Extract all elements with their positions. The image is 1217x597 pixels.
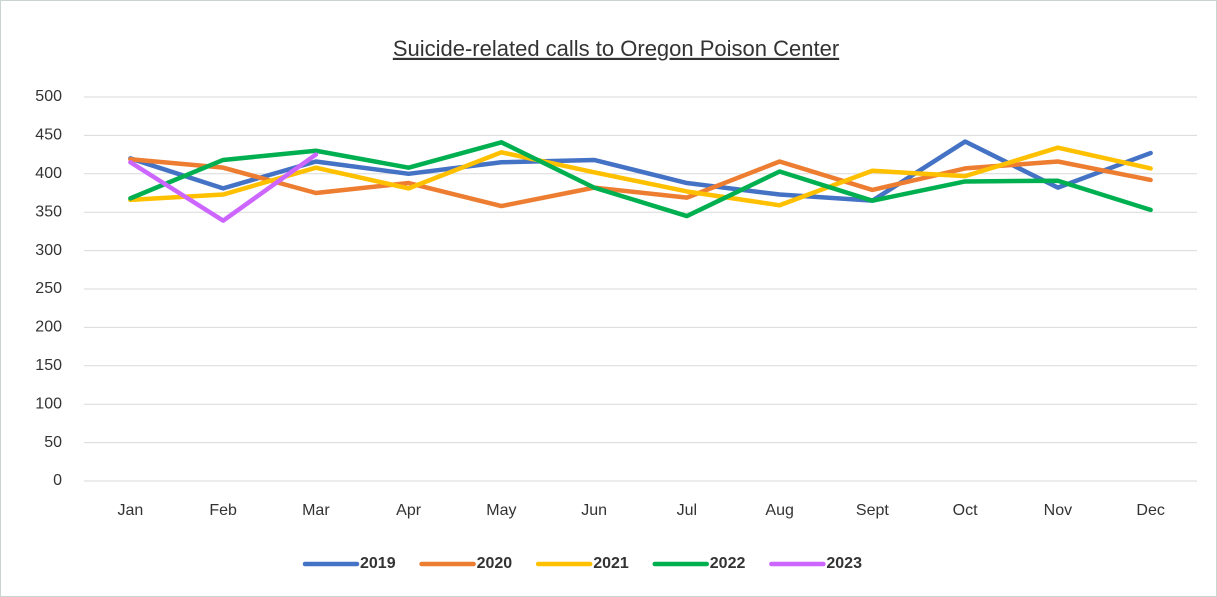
series-line <box>128 152 319 223</box>
y-tick-label: 450 <box>35 127 62 144</box>
legend-label: 2019 <box>360 555 396 572</box>
chart-title: Suicide-related calls to Oregon Poison C… <box>393 36 839 61</box>
legend-label: 2020 <box>477 555 513 572</box>
x-tick-label: Mar <box>302 502 330 519</box>
y-tick-label: 250 <box>35 280 62 297</box>
y-tick-label: 50 <box>44 434 62 451</box>
x-tick-label: Jun <box>581 502 607 519</box>
series-line <box>128 145 1153 208</box>
legend-label: 2023 <box>826 555 862 572</box>
y-tick-label: 100 <box>35 395 62 412</box>
y-tick-label: 350 <box>35 203 62 220</box>
x-tick-label: Dec <box>1136 502 1164 519</box>
x-tick-label: Apr <box>396 502 422 519</box>
legend-label: 2021 <box>593 555 629 572</box>
legend-label: 2022 <box>710 555 746 572</box>
y-tick-label: 500 <box>35 88 62 105</box>
y-tick-label: 150 <box>35 357 62 374</box>
x-tick-label: Sept <box>856 502 889 519</box>
y-tick-label: 0 <box>53 472 62 489</box>
x-tick-label: Aug <box>765 502 793 519</box>
series-line <box>128 156 1153 209</box>
x-tick-label: Jul <box>677 502 697 519</box>
x-tick-label: Feb <box>209 502 237 519</box>
series-line <box>128 140 1153 219</box>
y-tick-label: 200 <box>35 319 62 336</box>
y-tick-label: 300 <box>35 242 62 259</box>
y-tick-label: 400 <box>35 165 62 182</box>
x-tick-label: Oct <box>953 502 978 519</box>
x-tick-label: May <box>486 502 516 519</box>
x-tick-label: Jan <box>117 502 143 519</box>
x-tick-label: Nov <box>1044 502 1072 519</box>
